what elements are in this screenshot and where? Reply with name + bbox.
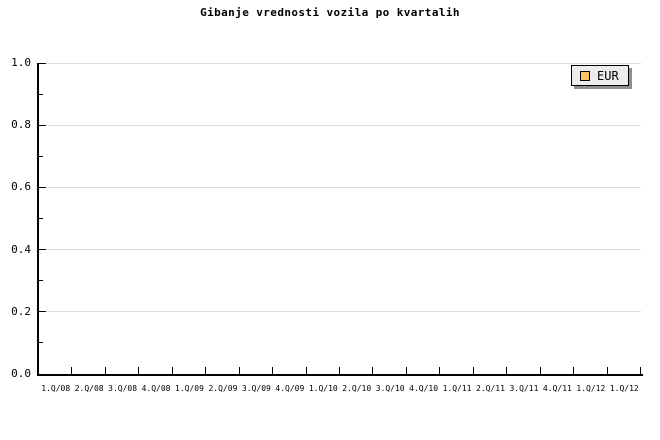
y-tick-label: 0.0 bbox=[11, 367, 31, 380]
x-tick-label: 3.Q/11 bbox=[509, 384, 539, 393]
x-tick bbox=[439, 367, 441, 374]
x-tick-label: 1.Q/12 bbox=[576, 384, 606, 393]
y-tick-label: 1.0 bbox=[11, 56, 31, 69]
x-tick-label: 1.Q/08 bbox=[41, 384, 71, 393]
x-tick-label: 2.Q/09 bbox=[208, 384, 238, 393]
y-minor-tick bbox=[39, 155, 43, 157]
x-tick-label: 2.Q/11 bbox=[476, 384, 505, 393]
x-tick bbox=[104, 367, 106, 374]
gridline bbox=[39, 186, 641, 188]
x-tick bbox=[305, 367, 307, 374]
gridline bbox=[39, 62, 641, 64]
y-tick-label: 0.2 bbox=[11, 304, 31, 318]
x-tick-label: 3.Q/09 bbox=[241, 384, 271, 393]
y-minor-tick bbox=[39, 218, 43, 219]
plot-area bbox=[37, 62, 643, 376]
x-tick bbox=[138, 367, 140, 374]
x-tick bbox=[539, 367, 541, 374]
x-tick bbox=[71, 367, 73, 374]
x-tick-label: 1.Q/10 bbox=[308, 384, 338, 393]
x-tick-label: 4.Q/09 bbox=[275, 384, 305, 393]
x-tick-label: 4.Q/10 bbox=[409, 384, 439, 393]
y-tick-label: 0.4 bbox=[11, 242, 31, 256]
chart-title: Gibanje vrednosti vozila po kvartalih bbox=[200, 6, 460, 19]
y-major-tick bbox=[39, 124, 46, 126]
x-tick bbox=[272, 367, 274, 374]
x-tick bbox=[472, 367, 474, 374]
y-major-tick bbox=[39, 249, 46, 251]
x-tick-label: 3.Q/08 bbox=[108, 384, 138, 393]
legend-label-eur: EUR bbox=[597, 68, 619, 83]
y-minor-tick bbox=[39, 93, 43, 95]
x-tick-label: 2.Q/08 bbox=[74, 384, 104, 393]
x-tick bbox=[640, 367, 641, 374]
y-major-tick bbox=[39, 311, 46, 313]
gridline bbox=[39, 311, 641, 313]
x-tick bbox=[339, 367, 340, 374]
x-tick-label: 3.Q/10 bbox=[375, 384, 405, 393]
y-major-tick bbox=[39, 186, 46, 188]
legend-swatch-eur bbox=[580, 70, 590, 81]
gridline bbox=[39, 249, 641, 251]
x-tick bbox=[372, 367, 374, 374]
y-minor-tick bbox=[39, 342, 43, 344]
y-tick-label: 0.6 bbox=[11, 180, 31, 194]
x-tick-label: 1.Q/09 bbox=[175, 384, 204, 393]
y-minor-tick bbox=[39, 280, 43, 282]
x-tick bbox=[405, 367, 407, 374]
x-tick bbox=[205, 367, 207, 374]
y-tick-label: 0.8 bbox=[11, 118, 31, 132]
x-tick bbox=[573, 367, 575, 374]
x-tick-label: 2.Q/10 bbox=[342, 384, 372, 393]
x-tick bbox=[238, 367, 240, 374]
x-tick bbox=[606, 367, 608, 374]
x-tick-label: 1.Q/12 bbox=[609, 384, 639, 393]
gridline bbox=[39, 124, 641, 126]
x-tick-label: 4.Q/08 bbox=[141, 384, 171, 393]
x-tick-label: 1.Q/11 bbox=[442, 384, 472, 393]
x-tick-label: 4.Q/11 bbox=[542, 384, 572, 393]
x-tick bbox=[171, 367, 173, 374]
y-major-tick bbox=[39, 62, 46, 64]
legend: EUR bbox=[571, 65, 629, 86]
x-tick bbox=[506, 367, 508, 374]
